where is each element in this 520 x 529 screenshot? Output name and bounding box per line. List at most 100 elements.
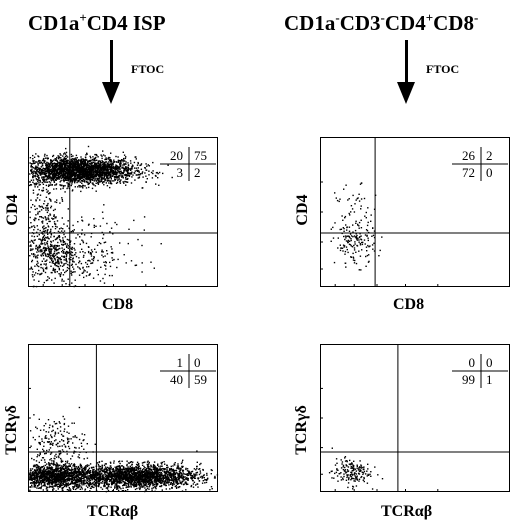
title-text: CD1a [28,11,80,35]
event-dot [124,160,126,162]
event-dot [52,470,55,473]
event-dot [78,165,81,167]
event-dot [52,155,54,158]
event-dot [83,180,85,182]
event-dot [59,274,61,276]
event-dot [72,271,75,273]
event-dot [75,162,77,164]
event-dot [63,168,65,170]
event-dot [70,247,72,249]
event-dot [86,271,88,273]
event-dot [35,479,38,482]
event-dot [37,249,39,251]
event-dot [54,171,56,173]
event-dot [96,174,99,176]
event-dot [104,265,107,267]
event-dot [50,482,52,484]
event-dot [51,463,53,465]
event-dot [53,250,56,252]
event-dot [46,207,48,209]
event-dot [32,276,34,278]
event-dot [29,475,31,477]
event-dot [354,229,357,232]
event-dot [67,162,69,164]
event-dot [123,154,126,156]
event-dot [41,206,44,208]
event-dot [63,233,65,236]
event-dot [131,164,134,166]
event-dot [64,236,66,238]
event-dot [57,257,59,259]
event-dot [93,180,95,182]
event-dot [69,475,71,477]
event-dot [81,216,83,218]
event-dot [84,270,86,272]
event-dot [73,169,75,172]
event-dot [101,249,103,251]
event-dot [34,465,36,467]
event-dot [41,476,43,479]
event-dot [44,160,46,162]
event-dot [84,175,86,178]
event-dot [47,190,49,192]
event-dot [72,482,74,485]
event-dot [49,479,52,481]
event-dot [67,465,69,467]
event-dot [113,176,115,178]
event-dot [131,171,133,173]
event-dot [73,465,76,468]
event-dot [61,265,64,267]
event-dot [67,180,69,182]
event-dot [32,160,34,162]
event-dot [120,179,122,181]
event-dot [50,483,52,485]
event-dot [54,463,56,466]
event-dot [101,155,103,157]
event-dot [92,183,94,186]
event-dot [82,272,84,274]
event-dot [42,207,45,209]
event-dot [31,484,33,486]
event-dot [125,178,127,180]
event-dot [136,164,139,166]
event-dot [50,476,52,479]
event-dot [345,237,347,239]
left-arrow-head [102,82,120,104]
event-dot [56,473,58,475]
event-dot [61,480,63,482]
event-dot [41,216,43,219]
event-dot [52,240,54,242]
event-dot [354,203,356,205]
event-dot [118,178,120,181]
event-dot [60,473,63,475]
event-dot [39,481,41,483]
event-dot [44,227,46,230]
event-dot [33,182,35,185]
event-dot [128,228,130,230]
event-dot [124,166,127,168]
event-dot [358,221,361,224]
event-dot [358,241,360,243]
event-dot [93,171,95,173]
event-dot [51,167,53,169]
event-dot [34,471,37,473]
event-dot [110,173,112,176]
event-dot [34,205,36,207]
event-dot [51,481,54,483]
event-dot [55,480,57,482]
event-dot [34,239,36,241]
event-dot [41,470,44,472]
event-dot [76,175,79,178]
event-dot [50,168,53,171]
event-dot [45,254,47,256]
event-dot [40,255,43,257]
event-dot [120,165,122,167]
event-dot [91,258,93,260]
event-dot [97,273,99,276]
event-dot [42,468,45,471]
event-dot [36,257,39,259]
event-dot [41,479,44,482]
event-dot [55,179,57,181]
event-dot [33,229,35,231]
event-dot [42,187,45,189]
